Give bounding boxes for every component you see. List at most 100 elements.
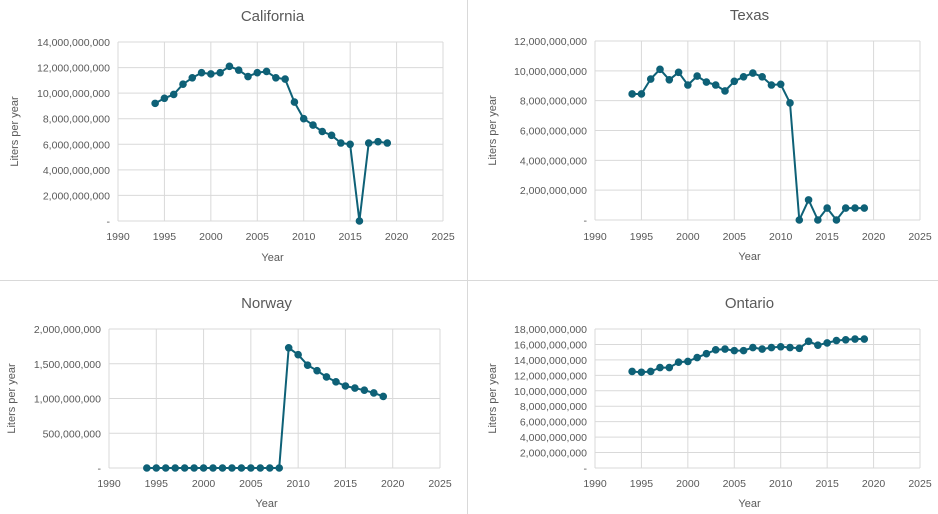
- data-point: [656, 363, 664, 372]
- chart-california: - 2,000,000,000 4,000,000,000 6,000,000,000…: [9, 8, 455, 264]
- data-point: [332, 378, 340, 386]
- x-axis-label: Year: [738, 498, 761, 510]
- y-tick-label: 8,000,000,000: [43, 114, 110, 126]
- data-point: [237, 464, 246, 472]
- panel-divider-vertical: [467, 0, 468, 514]
- data-point: [832, 216, 841, 224]
- y-tick-label: -: [584, 215, 588, 227]
- data-point: [814, 341, 822, 350]
- x-tick-label: 1990: [97, 478, 121, 490]
- data-point: [218, 464, 227, 472]
- data-point: [197, 68, 206, 77]
- data-point: [234, 66, 243, 74]
- y-tick-label: -: [584, 463, 588, 475]
- y-axis-label: Liters per year: [9, 96, 21, 167]
- data-point: [188, 74, 197, 82]
- data-point: [665, 75, 674, 84]
- data-point: [841, 204, 850, 212]
- data-point: [693, 353, 701, 362]
- data-point: [841, 336, 850, 344]
- data-point: [171, 464, 179, 472]
- data-point: [337, 139, 345, 147]
- x-tick-label: 2005: [246, 231, 270, 243]
- y-tick-label: 10,000,000,000: [514, 66, 587, 78]
- y-tick-label: 16,000,000,000: [514, 339, 587, 351]
- data-point: [758, 345, 766, 353]
- x-tick-label: 2005: [239, 478, 263, 490]
- data-point: [318, 127, 327, 136]
- data-point: [253, 68, 262, 77]
- x-tick-label: 2015: [334, 478, 358, 490]
- data-point: [721, 87, 729, 95]
- data-point: [341, 382, 350, 390]
- y-tick-label: 2,000,000,000: [34, 324, 101, 336]
- data-point: [309, 121, 317, 129]
- data-point: [730, 346, 739, 355]
- data-point: [225, 62, 234, 71]
- x-tick-label: 2025: [431, 231, 455, 243]
- data-point: [786, 99, 794, 107]
- x-tick-label: 1995: [145, 478, 169, 490]
- y-tick-label: 12,000,000,000: [37, 63, 110, 75]
- y-tick-label: 18,000,000,000: [514, 324, 587, 336]
- data-point: [151, 99, 159, 108]
- data-point: [364, 139, 373, 147]
- data-point: [767, 343, 776, 352]
- data-point: [776, 342, 785, 351]
- chart-title: Norway: [241, 295, 292, 312]
- x-tick-label: 1990: [106, 231, 130, 243]
- x-tick-label: 1995: [630, 478, 654, 490]
- data-point: [711, 81, 720, 89]
- data-point: [303, 361, 312, 369]
- x-tick-label: 2010: [769, 231, 793, 243]
- data-point: [665, 363, 674, 372]
- y-tick-label: 1,000,000,000: [34, 394, 101, 406]
- data-point: [379, 392, 388, 401]
- x-tick-label: 2025: [428, 478, 452, 490]
- data-point: [281, 75, 289, 83]
- chart-title: Texas: [730, 7, 769, 24]
- x-tick-label: 2000: [199, 231, 223, 243]
- data-point: [823, 204, 831, 212]
- y-tick-label: 2,000,000,000: [520, 448, 587, 460]
- y-tick-label: 4,000,000,000: [520, 155, 587, 167]
- panel-divider-horizontal: [0, 280, 938, 281]
- y-axis-label: Liters per year: [487, 95, 499, 166]
- data-point: [247, 464, 255, 472]
- x-tick-label: 2000: [676, 478, 700, 490]
- data-point: [351, 384, 359, 392]
- data-point: [767, 81, 776, 89]
- data-point: [275, 464, 284, 472]
- data-point: [383, 139, 392, 147]
- x-tick-label: 2020: [862, 478, 886, 490]
- data-point: [674, 68, 683, 77]
- x-tick-label: 2025: [908, 231, 932, 243]
- y-tick-label: 1,500,000,000: [34, 359, 101, 371]
- y-tick-label: -: [98, 463, 102, 475]
- y-tick-label: 4,000,000,000: [43, 165, 110, 177]
- data-point: [256, 464, 265, 472]
- data-point: [355, 217, 364, 225]
- y-tick-label: 8,000,000,000: [520, 401, 587, 413]
- data-point: [299, 114, 308, 123]
- data-point: [169, 90, 178, 99]
- y-tick-label: 500,000,000: [43, 428, 102, 440]
- data-point: [702, 349, 711, 358]
- x-tick-label: 2010: [286, 478, 310, 490]
- data-point: [758, 73, 766, 81]
- data-point: [851, 335, 859, 343]
- data-point: [313, 366, 321, 375]
- data-point: [749, 69, 757, 77]
- data-point: [290, 98, 299, 106]
- data-point: [684, 357, 692, 366]
- data-point: [370, 389, 378, 397]
- data-point: [628, 367, 636, 376]
- data-point: [637, 90, 646, 98]
- data-point: [674, 358, 683, 367]
- x-tick-label: 2020: [385, 231, 409, 243]
- data-point: [860, 335, 869, 343]
- x-tick-label: 2020: [381, 478, 405, 490]
- data-point: [637, 368, 646, 377]
- data-point: [209, 464, 217, 472]
- data-point: [739, 346, 748, 355]
